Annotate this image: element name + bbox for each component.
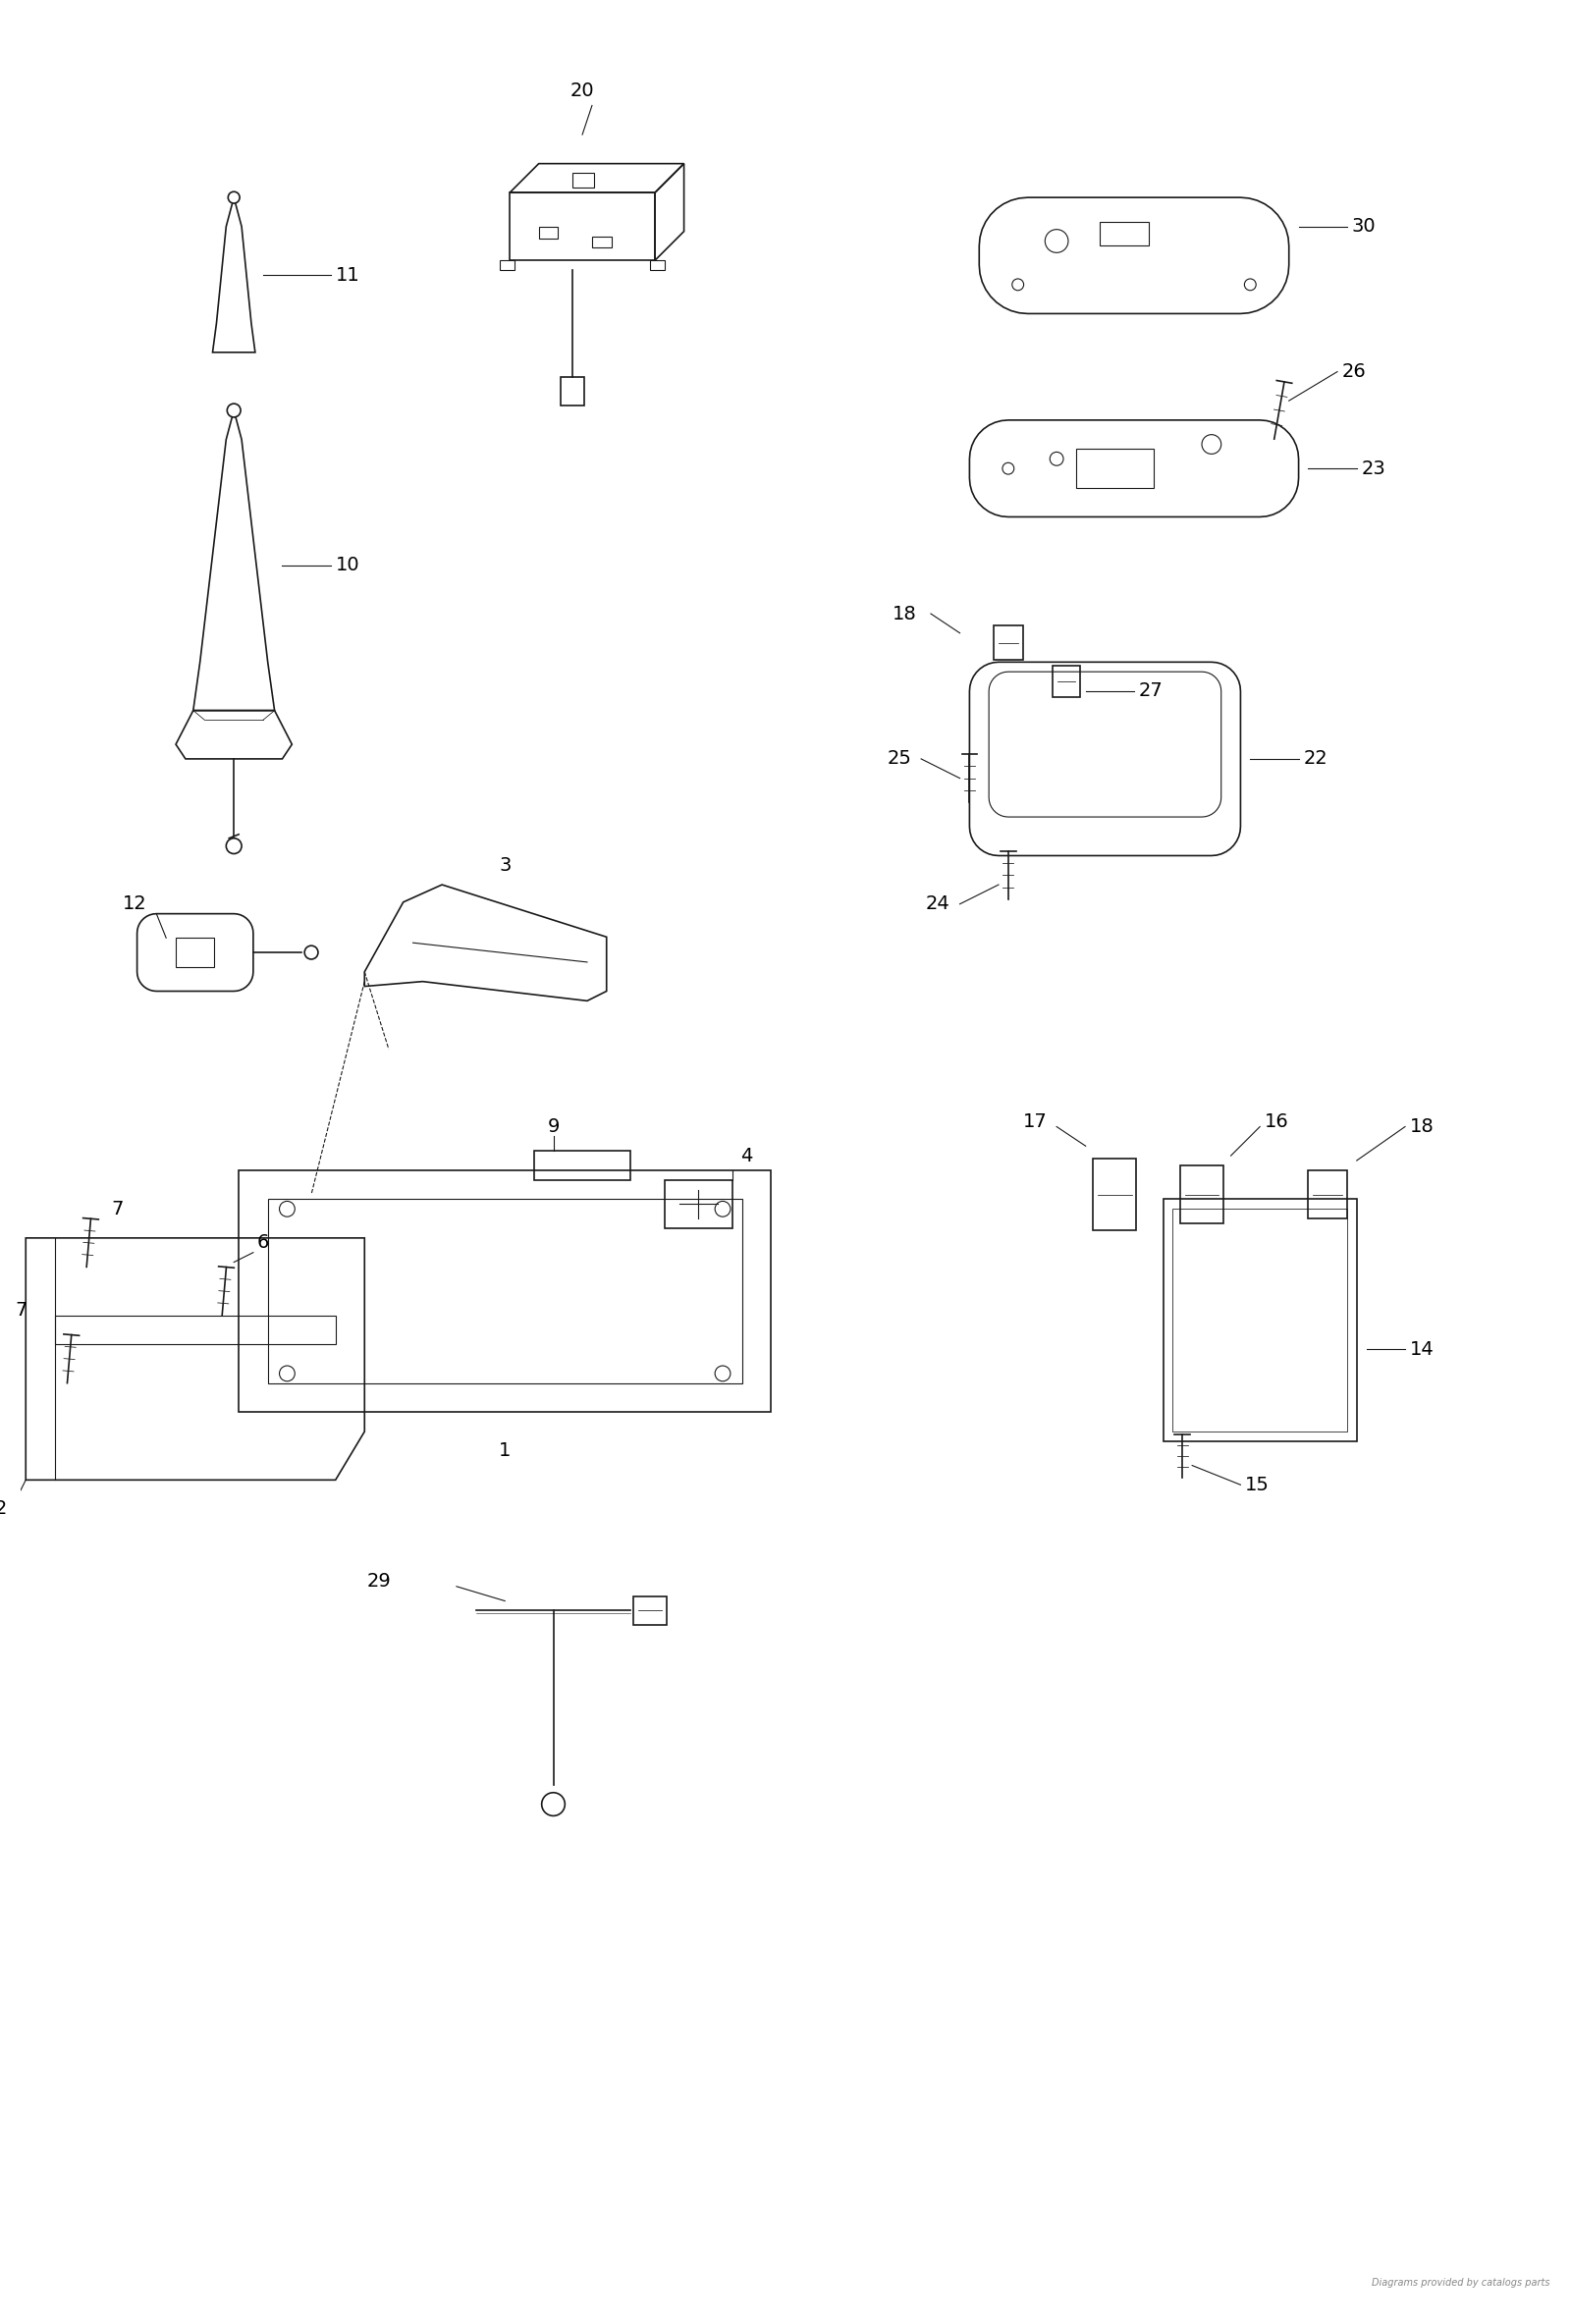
Bar (1163, 1199, 1357, 1441)
Text: 1: 1 (500, 1441, 511, 1459)
Text: 22: 22 (1304, 751, 1327, 769)
Text: 3: 3 (500, 855, 511, 874)
Text: 24: 24 (925, 895, 950, 913)
Text: 30: 30 (1353, 216, 1376, 235)
Bar (1309, 1171, 1346, 1218)
Text: 11: 11 (336, 265, 360, 284)
Bar (1180, 1164, 1224, 1222)
Bar (665, 1181, 732, 1229)
Text: 7: 7 (14, 1301, 27, 1320)
Text: 10: 10 (336, 555, 360, 574)
Text: 17: 17 (1023, 1113, 1046, 1132)
Bar (539, 225, 558, 237)
Circle shape (228, 191, 240, 202)
Bar (1093, 1157, 1136, 1232)
Bar (1076, 449, 1153, 488)
Bar (176, 939, 215, 967)
Bar (239, 1171, 771, 1413)
Bar (650, 260, 665, 270)
Text: 25: 25 (888, 751, 911, 769)
Text: 14: 14 (1409, 1341, 1434, 1360)
Bar (633, 1597, 668, 1624)
Bar (994, 625, 1023, 660)
Text: Diagrams provided by catalogs parts: Diagrams provided by catalogs parts (1371, 2278, 1551, 2289)
Text: 9: 9 (547, 1118, 559, 1136)
Circle shape (226, 839, 242, 853)
Bar (534, 1150, 630, 1181)
Bar (592, 237, 611, 249)
Text: 4: 4 (742, 1146, 753, 1164)
Bar (55, 1315, 336, 1346)
Text: 7: 7 (112, 1199, 124, 1218)
Text: 27: 27 (1139, 681, 1163, 700)
Circle shape (305, 946, 317, 960)
Text: 6: 6 (256, 1234, 269, 1253)
Text: 12: 12 (123, 895, 146, 913)
Circle shape (542, 1792, 566, 1815)
Text: 2: 2 (0, 1499, 6, 1518)
Text: 29: 29 (368, 1573, 391, 1592)
Text: 18: 18 (892, 604, 916, 623)
Bar (1174, 1208, 1346, 1432)
Bar (561, 376, 584, 407)
Text: 18: 18 (1409, 1118, 1434, 1136)
Bar (509, 193, 655, 260)
Circle shape (228, 404, 240, 418)
Bar (1100, 221, 1148, 246)
Text: 26: 26 (1342, 363, 1367, 381)
Text: 15: 15 (1246, 1476, 1269, 1494)
Bar (573, 174, 594, 188)
Text: 20: 20 (570, 81, 594, 100)
Bar (500, 260, 515, 270)
Text: 23: 23 (1362, 460, 1386, 479)
Text: 16: 16 (1265, 1113, 1290, 1132)
Bar (267, 1199, 742, 1383)
Bar (1053, 667, 1079, 697)
